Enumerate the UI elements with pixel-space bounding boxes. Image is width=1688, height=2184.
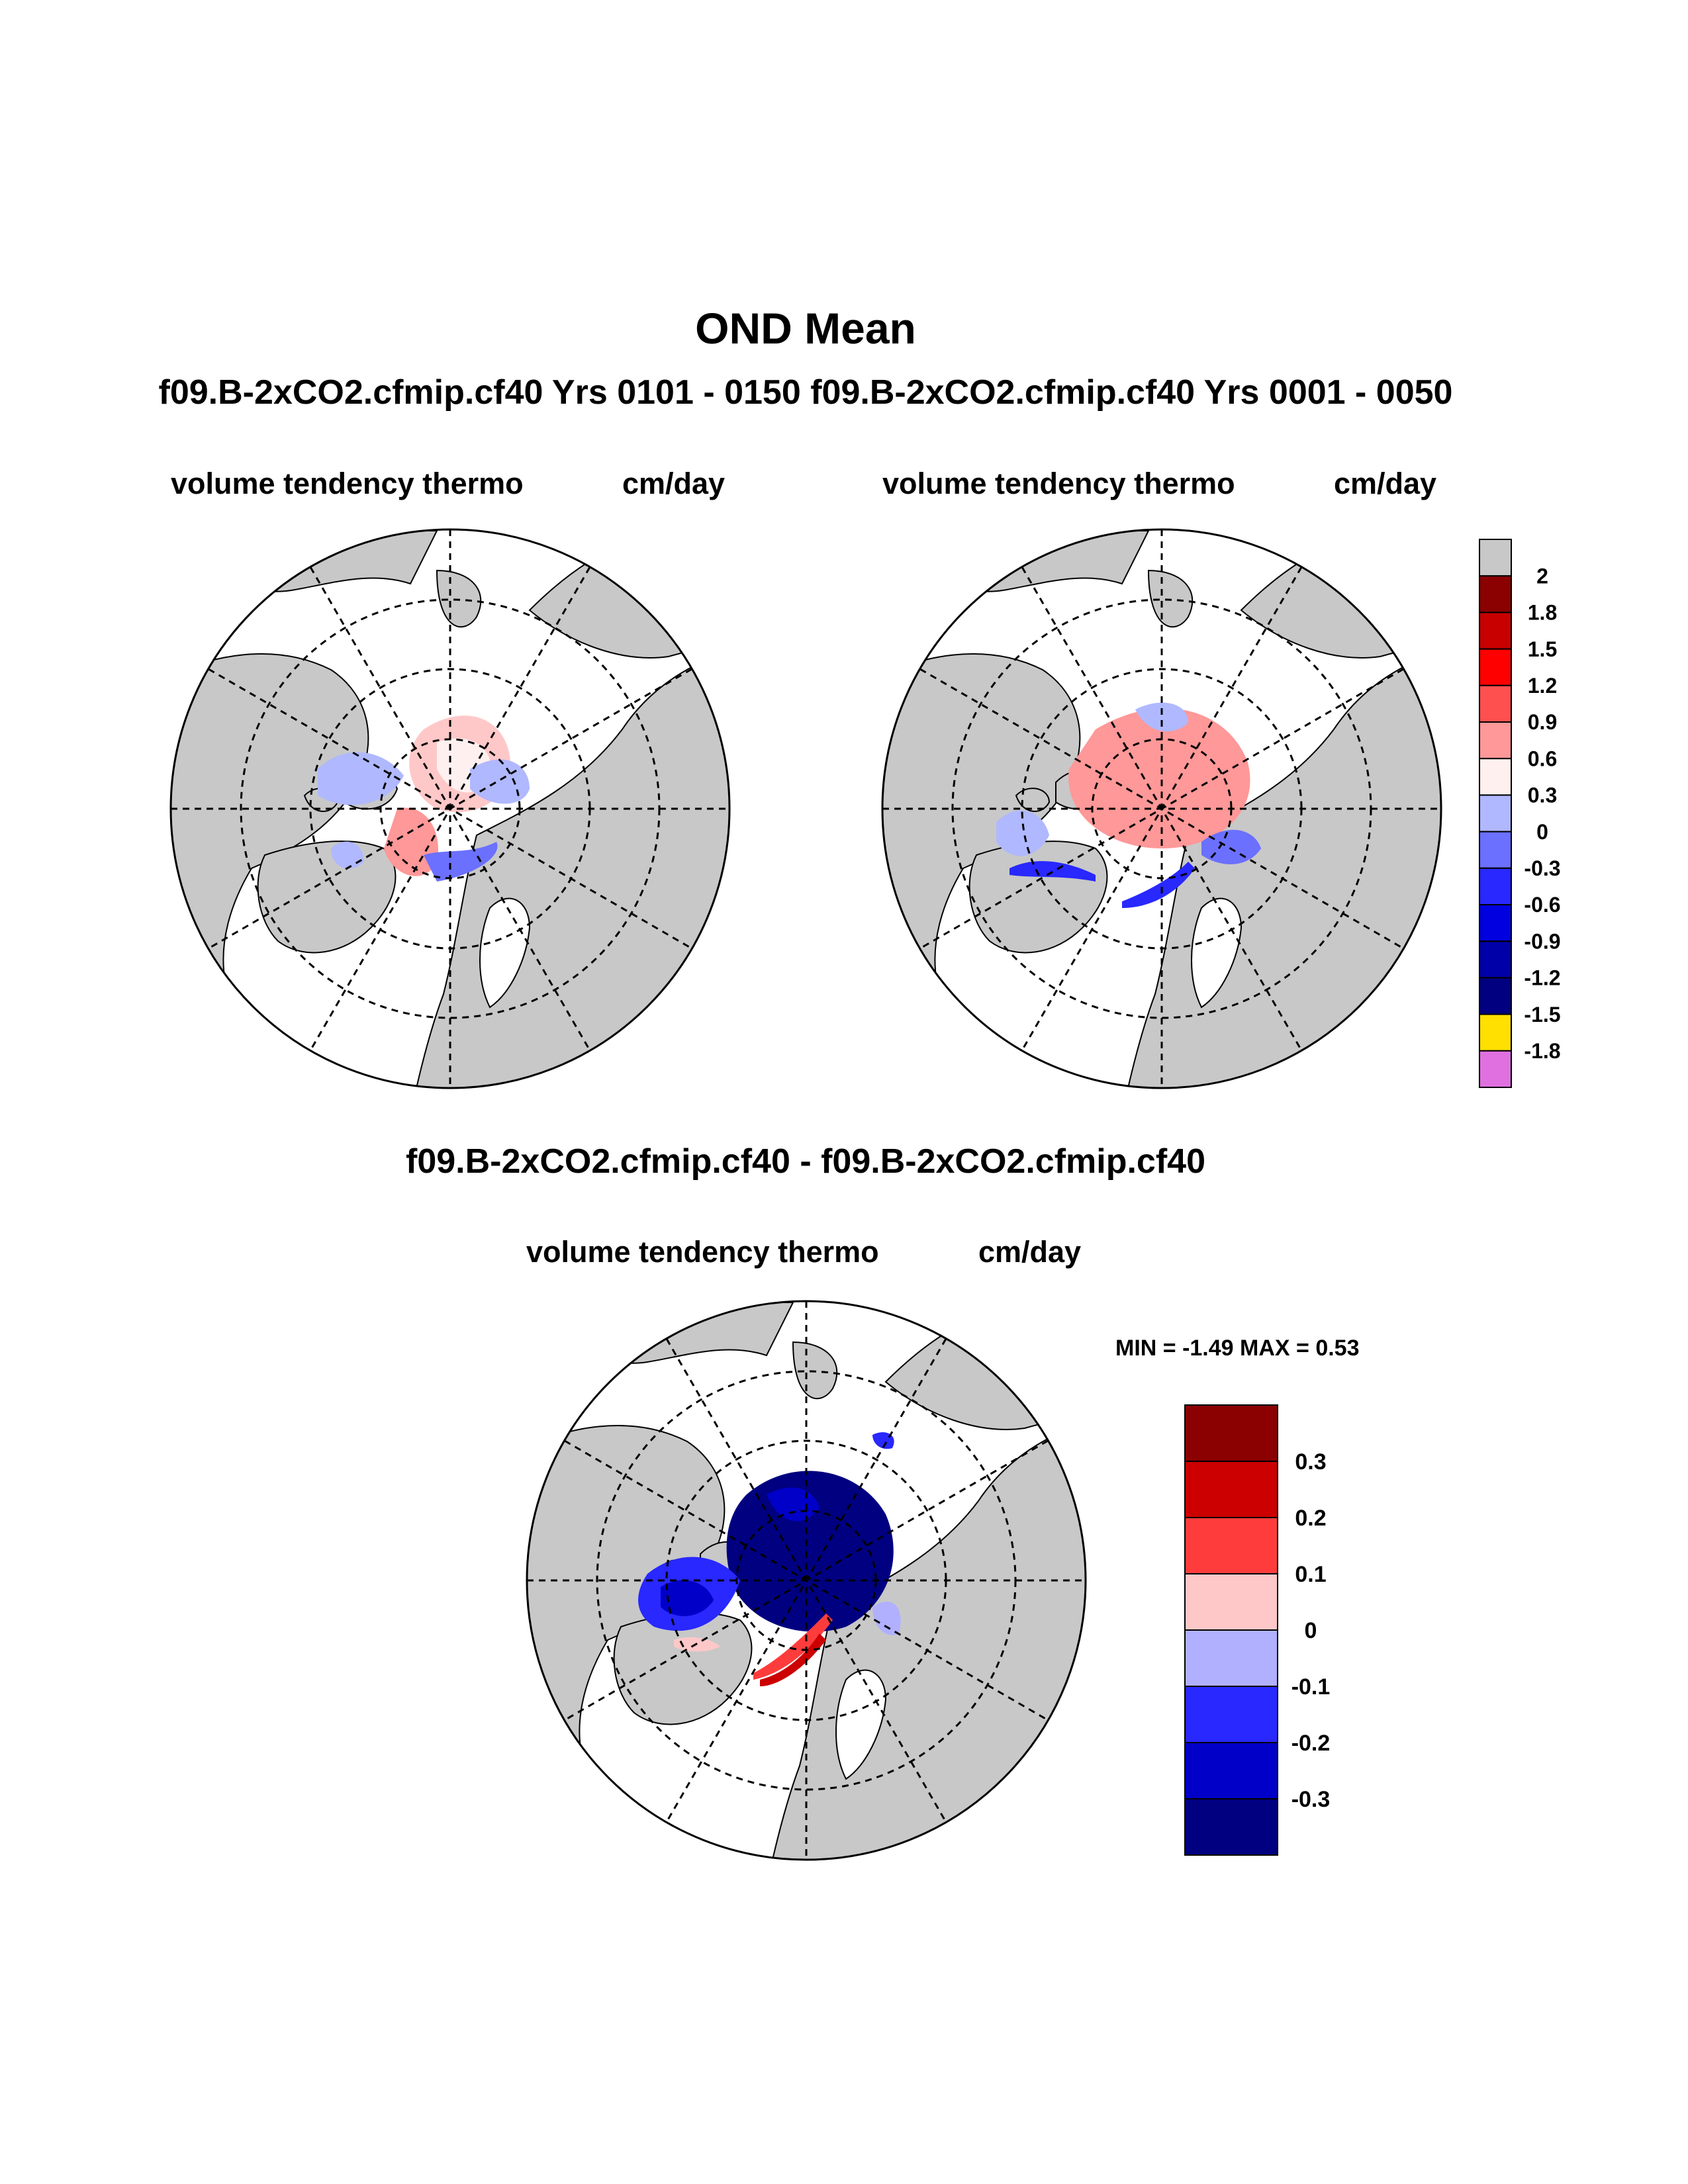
left-map-border [169, 528, 731, 1089]
main-colorbar-swatch-11 [1479, 940, 1512, 979]
main-colorbar: 2 1.8 1.5 1.2 0.9 0.6 0.3 0 -0.3 -0.6 -0.9 -1.2 -1.5… [1479, 539, 1561, 1089]
main-colorbar-label-6: 0.3 [1528, 784, 1557, 807]
main-colorbar-swatch-5 [1479, 721, 1512, 760]
left-panel-units: cm/day [622, 467, 726, 500]
main-colorbar-swatch-1 [1479, 575, 1512, 614]
main-colorbar-swatch-4 [1479, 684, 1512, 723]
case-comparison-title: f09.B-2xCO2.cfmip.cf40 Yrs 0101 - 0150 f… [158, 373, 1453, 412]
right-map-border [881, 528, 1442, 1089]
diff-colorbar-swatch-1 [1184, 1461, 1278, 1518]
right-polar-map [881, 528, 1442, 1089]
diff-colorbar-label-1: 0.2 [1295, 1506, 1326, 1531]
main-colorbar-label-0: 2 [1536, 564, 1548, 588]
diff-panel-units: cm/day [978, 1235, 1082, 1269]
difference-polar-map [526, 1300, 1087, 1861]
main-colorbar-swatch-7 [1479, 794, 1512, 833]
left-panel-variable: volume tendency thermo [171, 467, 524, 500]
main-colorbar-swatch-2 [1479, 612, 1512, 650]
main-colorbar-swatch-10 [1479, 904, 1512, 942]
main-colorbar-swatch-9 [1479, 867, 1512, 906]
diff-colorbar-label-3: 0 [1305, 1618, 1317, 1643]
main-colorbar-label-5: 0.6 [1528, 747, 1557, 770]
main-colorbar-label-4: 0.9 [1528, 710, 1557, 734]
diff-colorbar-swatch-2 [1184, 1517, 1278, 1574]
diff-colorbar-label-5: -0.2 [1291, 1731, 1331, 1756]
difference-title: f09.B-2xCO2.cfmip.cf40 - f09.B-2xCO2.cfm… [406, 1142, 1205, 1181]
right-panel-variable: volume tendency thermo [882, 467, 1235, 500]
main-colorbar-label-10: -0.9 [1524, 929, 1560, 953]
diff-colorbar-swatch-3 [1184, 1573, 1278, 1631]
main-colorbar-label-3: 1.2 [1528, 674, 1557, 698]
diff-panel-variable: volume tendency thermo [526, 1235, 879, 1269]
main-colorbar-label-12: -1.5 [1524, 1003, 1560, 1026]
diff-colorbar-swatch-5 [1184, 1686, 1278, 1743]
diff-map-border [526, 1300, 1087, 1861]
main-colorbar-swatch-14 [1479, 1050, 1512, 1089]
diff-colorbar-swatch-6 [1184, 1742, 1278, 1799]
main-colorbar-label-7: 0 [1536, 820, 1548, 844]
right-panel-units: cm/day [1334, 467, 1437, 500]
main-colorbar-label-2: 1.5 [1528, 637, 1557, 661]
main-colorbar-label-11: -1.2 [1524, 966, 1560, 990]
diff-colorbar-label-0: 0.3 [1295, 1449, 1326, 1475]
main-colorbar-swatch-12 [1479, 977, 1512, 1015]
main-colorbar-label-13: -1.8 [1524, 1039, 1560, 1063]
left-polar-map [169, 528, 731, 1089]
main-colorbar-label-9: -0.6 [1524, 893, 1560, 917]
main-colorbar-swatch-8 [1479, 831, 1512, 869]
main-colorbar-swatch-6 [1479, 758, 1512, 796]
main-colorbar-swatch-0 [1479, 539, 1512, 577]
min-max-readout: MIN = -1.49 MAX = 0.53 [1115, 1336, 1360, 1361]
diff-colorbar-label-4: -0.1 [1291, 1674, 1331, 1700]
main-colorbar-swatch-3 [1479, 648, 1512, 686]
main-colorbar-swatch-13 [1479, 1013, 1512, 1052]
diff-colorbar: 0.3 0.2 0.1 0 -0.1 -0.2 -0.3 [1184, 1404, 1331, 1856]
main-colorbar-label-8: -0.3 [1524, 856, 1560, 880]
diff-colorbar-swatch-7 [1184, 1798, 1278, 1856]
main-colorbar-label-1: 1.8 [1528, 601, 1557, 625]
diff-colorbar-swatch-0 [1184, 1404, 1278, 1462]
diff-colorbar-label-6: -0.3 [1291, 1787, 1331, 1812]
diff-colorbar-label-2: 0.1 [1295, 1562, 1326, 1587]
figure-title: OND Mean [695, 304, 916, 353]
diff-colorbar-swatch-4 [1184, 1629, 1278, 1687]
